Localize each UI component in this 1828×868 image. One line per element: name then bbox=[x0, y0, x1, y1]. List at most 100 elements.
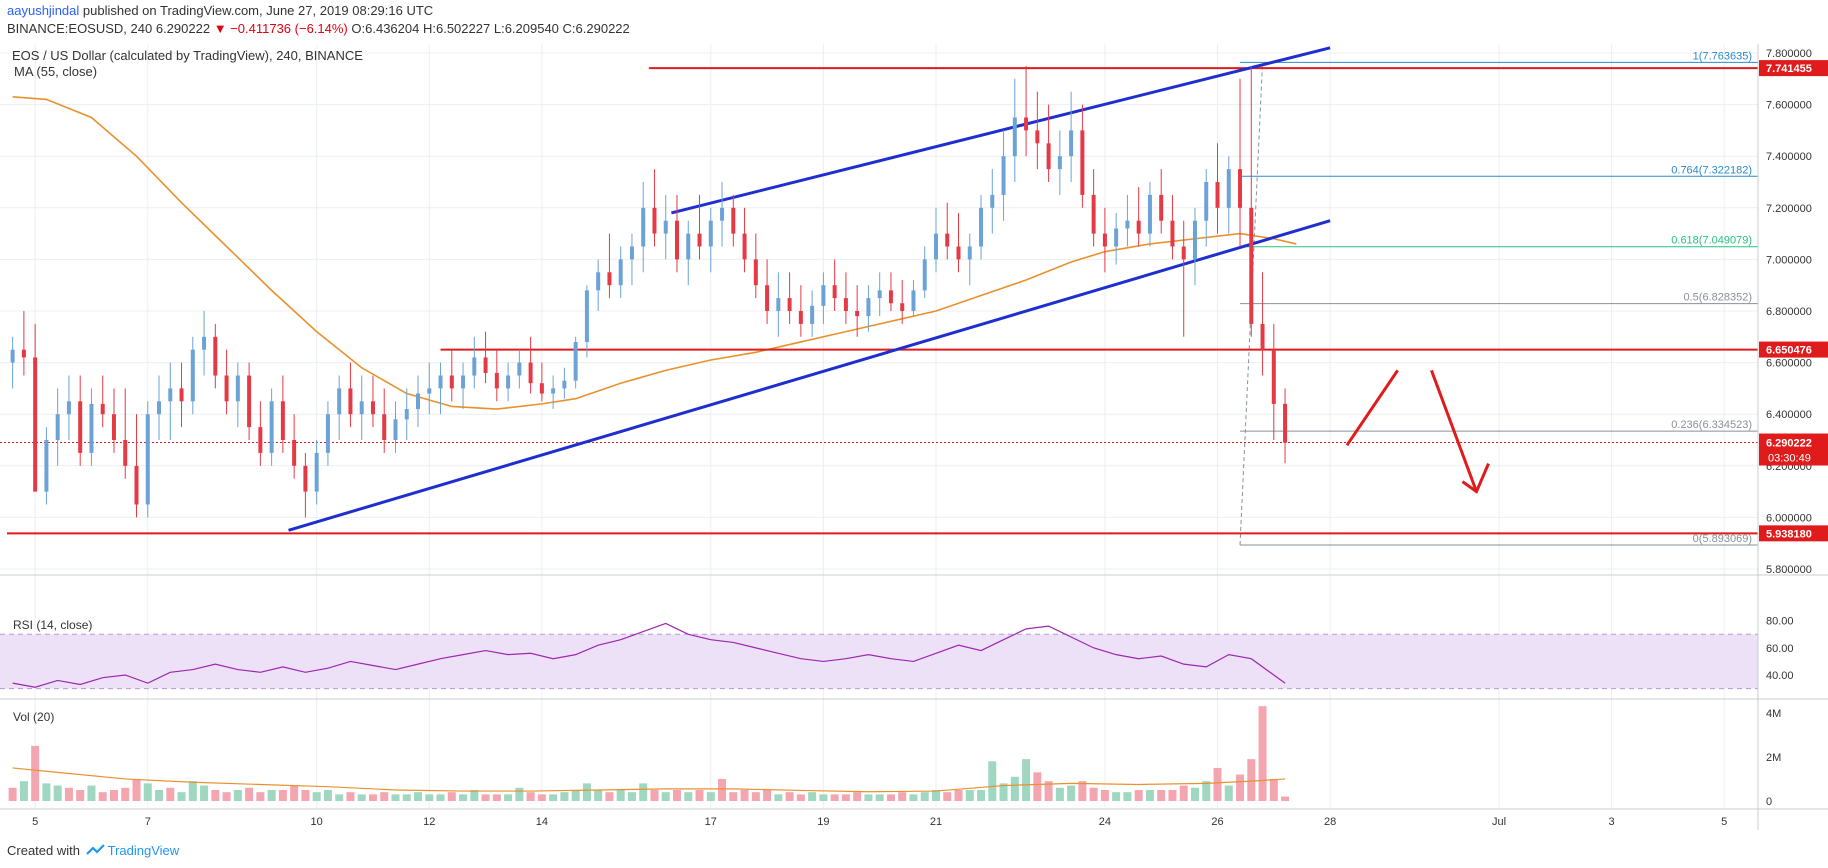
time-tick-label: 5 bbox=[1721, 816, 1727, 828]
candle-up bbox=[157, 401, 162, 415]
volume-bar-up bbox=[335, 794, 344, 801]
volume-bar-up bbox=[1145, 789, 1154, 801]
candle-up bbox=[990, 194, 995, 208]
volume-bar-up bbox=[312, 792, 321, 801]
candle-up bbox=[55, 414, 60, 440]
price-tick-label: 6.800000 bbox=[1766, 306, 1812, 318]
volume-bar-down bbox=[211, 789, 220, 801]
volume-bar-down bbox=[481, 794, 490, 801]
candle-up bbox=[776, 298, 781, 311]
countdown-label: 03:30:49 bbox=[1768, 453, 1811, 465]
volume-bar-up bbox=[323, 789, 332, 801]
volume-bar-up bbox=[909, 794, 918, 801]
volume-bar-down bbox=[76, 789, 85, 801]
volume-bar-up bbox=[188, 781, 197, 801]
volume-title: Vol (20) bbox=[13, 710, 54, 724]
candle-down bbox=[843, 298, 848, 311]
tradingview-link[interactable]: TradingView bbox=[107, 843, 180, 858]
rsi-tick-label: 60.00 bbox=[1766, 643, 1794, 655]
current-price-badge bbox=[1759, 433, 1828, 466]
price-change: ▼ −0.411736 (−6.14%) bbox=[213, 21, 348, 36]
volume-bar-down bbox=[763, 789, 772, 801]
time-tick-label: 17 bbox=[705, 816, 717, 828]
candle-down bbox=[213, 336, 218, 376]
rsi-pane[interactable] bbox=[0, 622, 1758, 690]
rsi-tick-label: 80.00 bbox=[1766, 616, 1794, 628]
volume-bar-down bbox=[729, 792, 738, 801]
volume-bar-up bbox=[965, 789, 974, 801]
volume-bar-up bbox=[999, 783, 1008, 801]
volume-bar-up bbox=[931, 789, 940, 801]
volume-bar-up bbox=[875, 794, 884, 801]
candle-up bbox=[337, 388, 342, 415]
volume-bar-up bbox=[1123, 792, 1132, 801]
publish-info: aayushjindal published on TradingView.co… bbox=[7, 3, 433, 18]
close-value: 6.290222 bbox=[575, 21, 630, 36]
volume-bar-up bbox=[425, 794, 434, 801]
candle-down bbox=[111, 414, 116, 440]
price-tick-label: 6.400000 bbox=[1766, 409, 1812, 421]
rsi-line bbox=[12, 622, 1286, 688]
volume-bar-down bbox=[1078, 781, 1087, 801]
candle-up bbox=[979, 207, 984, 247]
candle-up bbox=[1192, 220, 1197, 260]
candle-down bbox=[1170, 220, 1175, 247]
volume-bar-down bbox=[121, 787, 130, 801]
candle-down bbox=[1238, 169, 1243, 208]
candle-up bbox=[1204, 182, 1209, 221]
level-price-badge bbox=[1759, 341, 1828, 358]
candle-down bbox=[179, 388, 184, 402]
candle-down bbox=[1260, 323, 1265, 350]
candle-down bbox=[1271, 349, 1276, 404]
fib-level-label: 0(5.893069) bbox=[1693, 533, 1752, 545]
price-tick-label: 6.600000 bbox=[1766, 358, 1812, 370]
high-label: H: bbox=[422, 21, 436, 36]
candle-down bbox=[280, 401, 285, 440]
candle-up bbox=[472, 357, 477, 376]
volume-bar-down bbox=[1157, 789, 1166, 801]
price-pane[interactable]: 1(7.763635) 0.764(7.322182) 0.618(7.049079… bbox=[0, 46, 1758, 546]
tradingview-logo-icon bbox=[85, 844, 105, 855]
volume-bar-up bbox=[436, 794, 445, 801]
volume-bar-down bbox=[245, 787, 254, 801]
volume-bar-up bbox=[515, 787, 524, 801]
volume-bar-down bbox=[898, 792, 907, 801]
footer: Created with TradingView bbox=[7, 843, 179, 858]
candle-up bbox=[202, 336, 207, 350]
rsi-title: RSI (14, close) bbox=[13, 618, 92, 632]
volume-pane[interactable] bbox=[8, 706, 1290, 801]
candle-up bbox=[708, 220, 713, 247]
volume-bar-up bbox=[706, 792, 715, 801]
candle-down bbox=[1046, 143, 1051, 170]
level-price-label: 6.650476 bbox=[1766, 345, 1812, 357]
volume-bar-up bbox=[42, 783, 51, 801]
candle-up bbox=[618, 259, 623, 286]
candle-down bbox=[1080, 130, 1085, 195]
volume-bar-up bbox=[571, 789, 580, 801]
volume-bar-down bbox=[31, 745, 40, 801]
fib-level-label: 0.5(6.828352) bbox=[1684, 292, 1753, 304]
fib-level-label: 0.618(7.049079) bbox=[1671, 235, 1752, 247]
candle-down bbox=[956, 246, 961, 260]
volume-bar-down bbox=[1281, 796, 1290, 801]
volume-bar-down bbox=[290, 785, 299, 801]
price-tick-label: 6.000000 bbox=[1766, 512, 1812, 524]
volume-bar-up bbox=[808, 792, 817, 801]
candle-down bbox=[1024, 117, 1029, 131]
candle-up bbox=[359, 401, 364, 415]
volume-bar-down bbox=[1100, 789, 1109, 801]
volume-bar-down bbox=[8, 787, 17, 801]
author-link[interactable]: aayushjindal bbox=[7, 3, 80, 18]
chart-title: EOS / US Dollar (calculated by TradingVi… bbox=[12, 48, 363, 63]
time-tick-label: 14 bbox=[536, 816, 548, 828]
volume-bar-down bbox=[886, 794, 895, 801]
candle-down bbox=[449, 375, 454, 389]
candle-down bbox=[787, 298, 792, 311]
open-value: 6.436204 bbox=[365, 21, 420, 36]
candle-down bbox=[900, 303, 905, 311]
volume-ma-line bbox=[12, 767, 1286, 793]
time-tick-label: 5 bbox=[32, 816, 38, 828]
chart-canvas[interactable]: 1(7.763635) 0.764(7.322182) 0.618(7.049079… bbox=[0, 44, 1828, 830]
volume-bar-up bbox=[616, 789, 625, 801]
volume-bar-down bbox=[526, 792, 535, 801]
